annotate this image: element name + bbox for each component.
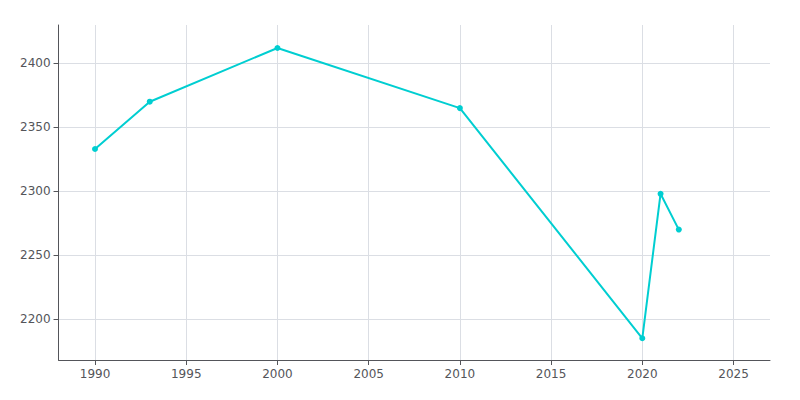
svg-text:2300: 2300	[20, 184, 51, 198]
svg-text:2015: 2015	[536, 367, 567, 381]
svg-text:2400: 2400	[20, 56, 51, 70]
svg-text:2005: 2005	[353, 367, 384, 381]
svg-text:2200: 2200	[20, 312, 51, 326]
svg-text:1995: 1995	[171, 367, 202, 381]
svg-text:1990: 1990	[80, 367, 111, 381]
svg-text:2010: 2010	[445, 367, 476, 381]
svg-text:2000: 2000	[262, 367, 293, 381]
svg-text:2250: 2250	[20, 248, 51, 262]
svg-text:2350: 2350	[20, 120, 51, 134]
svg-text:2020: 2020	[627, 367, 658, 381]
svg-text:2025: 2025	[718, 367, 749, 381]
